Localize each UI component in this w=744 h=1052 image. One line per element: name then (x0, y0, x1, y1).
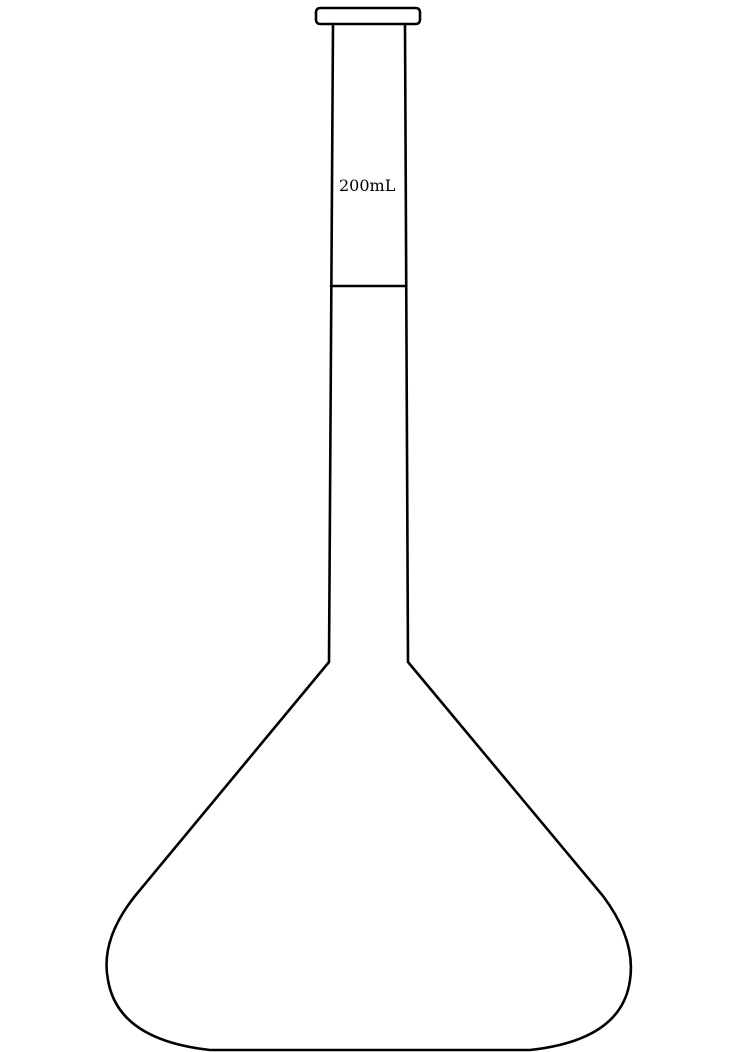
flask-lip (314, 6, 422, 26)
flask-body-outline (105, 22, 633, 1052)
volume-label: 200mL (339, 176, 396, 195)
